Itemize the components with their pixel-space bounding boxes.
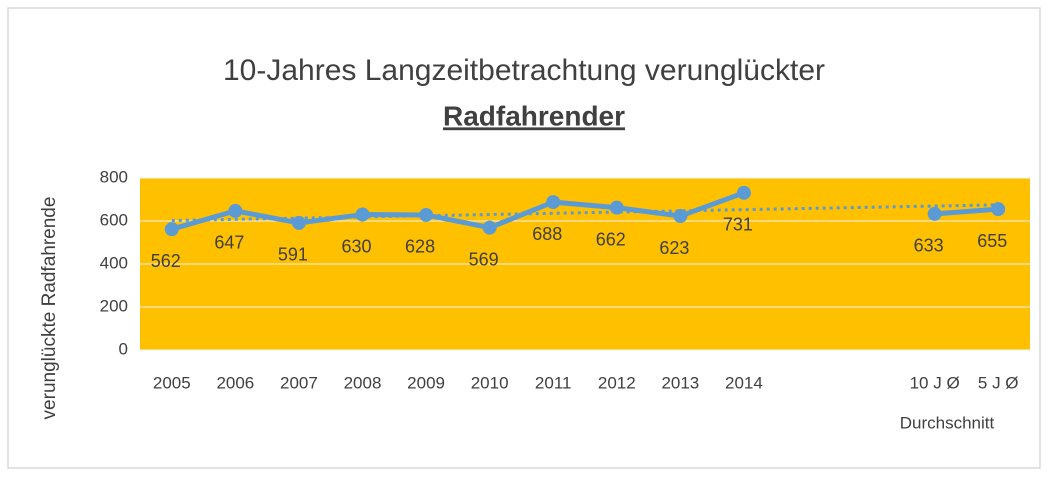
point [736,185,751,200]
point [355,207,370,222]
data-label: 731 [723,215,753,235]
y-tick-label: 600 [100,210,128,229]
point [228,203,243,218]
x-axis-label: Durchschnitt [900,413,995,432]
point [164,222,179,237]
point [673,209,688,224]
data-label: 562 [151,251,181,271]
point [419,207,434,222]
y-tick-label: 400 [100,253,128,272]
data-label: 688 [532,224,562,244]
chart-subtitle: Radfahrender [443,100,625,131]
x-tick-label: 2006 [216,373,254,392]
line-segment [171,190,745,232]
y-tick-label: 200 [100,296,128,315]
line-segment [934,206,999,217]
point [546,195,561,210]
data-label: 633 [914,236,944,256]
x-tick-label: 5 J Ø [978,373,1019,392]
point [927,206,942,221]
x-tick-label: 2009 [407,373,445,392]
data-label: 569 [469,249,499,269]
point [609,200,624,215]
x-tick-label: 2014 [725,373,763,392]
data-label: 655 [977,231,1007,251]
data-label: 647 [214,233,244,253]
data-label: 662 [596,229,626,249]
x-tick-label: 2008 [344,373,382,392]
y-axis-label: verunglückte Radfahrende [39,197,60,420]
x-tick-label: 2007 [280,373,318,392]
x-tick-label: 2012 [598,373,636,392]
x-tick-label: 10 J Ø [910,373,960,392]
trendline [171,203,999,223]
point [991,202,1006,217]
data-label: 591 [278,245,308,265]
data-label: 630 [341,236,371,256]
x-tick-label: 2010 [471,373,509,392]
chart-title: 10-Jahres Langzeitbetrachtung verunglück… [223,54,825,87]
y-tick-label: 800 [100,167,128,186]
point [291,215,306,230]
x-tick-label: 2013 [661,373,699,392]
x-tick-label: 2005 [153,373,191,392]
x-tick-label: 2011 [535,373,572,392]
data-label: 623 [659,238,689,258]
point [482,220,497,235]
y-tick-label: 0 [119,339,128,358]
data-label: 628 [405,237,435,257]
